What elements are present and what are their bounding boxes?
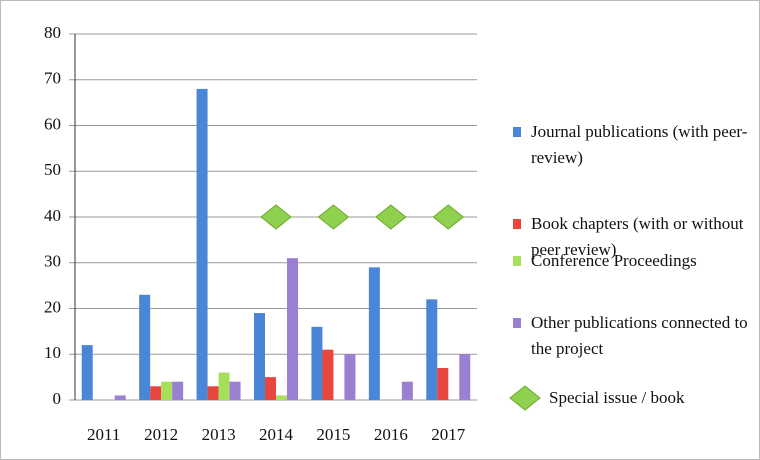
x-tick-label: 2013 — [202, 425, 236, 444]
legend-entry: Other publications connected to the proj… — [513, 310, 753, 362]
bar — [426, 299, 438, 400]
y-tick-label: 0 — [53, 389, 62, 408]
bar — [172, 381, 184, 400]
legend-diamond — [509, 385, 541, 411]
bar — [265, 377, 276, 400]
marker — [432, 204, 465, 230]
legend-entry: Journal publications (with peer-review) — [513, 119, 753, 171]
x-tick-label: 2011 — [87, 425, 120, 444]
marker — [375, 204, 407, 230]
legend-label: Other publications connected to the proj… — [531, 313, 748, 358]
legend-swatch — [509, 385, 541, 411]
y-tick-label: 20 — [44, 297, 61, 316]
bar — [161, 381, 173, 400]
legend-swatch — [513, 127, 521, 137]
bar — [311, 326, 323, 400]
legend-swatch — [513, 256, 521, 266]
bar — [229, 381, 241, 400]
bar — [368, 267, 380, 400]
legend-entry: Conference Proceedings — [513, 248, 753, 274]
bar — [196, 88, 208, 401]
legend-swatch — [513, 219, 521, 229]
bar — [218, 372, 230, 400]
legend-label: Special issue / book — [549, 388, 685, 407]
bar — [459, 354, 471, 400]
legend-entry: Special issue / book — [509, 385, 753, 411]
bar — [150, 386, 162, 400]
bar — [437, 367, 449, 400]
x-tick-label: 2014 — [259, 425, 294, 444]
x-tick-label: 2016 — [374, 425, 408, 444]
bar — [207, 386, 219, 400]
x-tick-label: 2017 — [431, 425, 466, 444]
y-tick-label: 10 — [44, 343, 61, 362]
bar — [114, 395, 126, 400]
y-tick-label: 40 — [44, 206, 61, 225]
y-tick-label: 80 — [44, 23, 61, 42]
legend-label: Book chapters (with or without peer revi… — [531, 214, 744, 259]
y-tick-label: 60 — [44, 114, 61, 133]
bar — [276, 395, 287, 400]
y-tick-label: 70 — [44, 69, 61, 88]
legend-entry: Book chapters (with or without peer revi… — [513, 211, 753, 263]
y-tick-label: 30 — [44, 252, 61, 271]
bar — [322, 349, 334, 400]
x-tick-label: 2012 — [144, 425, 178, 444]
legend-swatch — [513, 318, 521, 328]
bar — [401, 381, 413, 400]
bar — [287, 258, 298, 400]
x-tick-label: 2015 — [316, 425, 350, 444]
legend-label: Conference Proceedings — [531, 251, 697, 270]
bar — [139, 294, 151, 400]
y-tick-label: 50 — [44, 160, 61, 179]
bar — [254, 313, 265, 400]
marker — [260, 204, 292, 230]
bar — [344, 354, 356, 400]
legend-label: Journal publications (with peer-review) — [531, 122, 748, 167]
bar — [81, 345, 93, 400]
marker — [317, 204, 350, 230]
